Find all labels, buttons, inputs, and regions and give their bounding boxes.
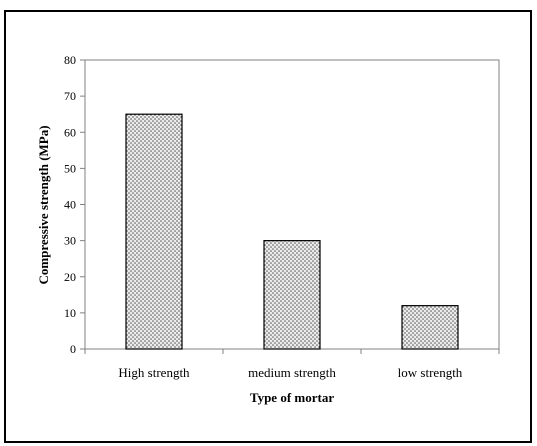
y-tick-label: 60	[64, 125, 76, 139]
y-tick-label: 70	[64, 89, 76, 103]
y-ticks: 0 10 20 30 40 50 60 70 80	[64, 53, 85, 356]
y-tick-label: 40	[64, 198, 76, 212]
y-tick-label: 30	[64, 234, 76, 248]
bars	[125, 113, 459, 350]
bar-0	[125, 113, 183, 350]
y-axis-title: Compressive strength (MPa)	[36, 125, 51, 284]
bar-1	[263, 240, 321, 350]
y-tick-label: 50	[64, 161, 76, 175]
x-tick-label: medium strength	[248, 365, 336, 380]
bar-2	[401, 305, 459, 350]
y-tick-label: 20	[64, 270, 76, 284]
chart-frame	[4, 10, 532, 443]
x-tick-labels: High strength medium strength low strength	[84, 349, 500, 380]
x-tick-label: low strength	[398, 365, 463, 380]
x-axis-title: Type of mortar	[250, 390, 334, 405]
x-tick-label: High strength	[118, 365, 190, 380]
y-tick-label: 0	[70, 342, 76, 356]
y-tick-label: 80	[64, 53, 76, 67]
y-tick-label: 10	[64, 306, 76, 320]
